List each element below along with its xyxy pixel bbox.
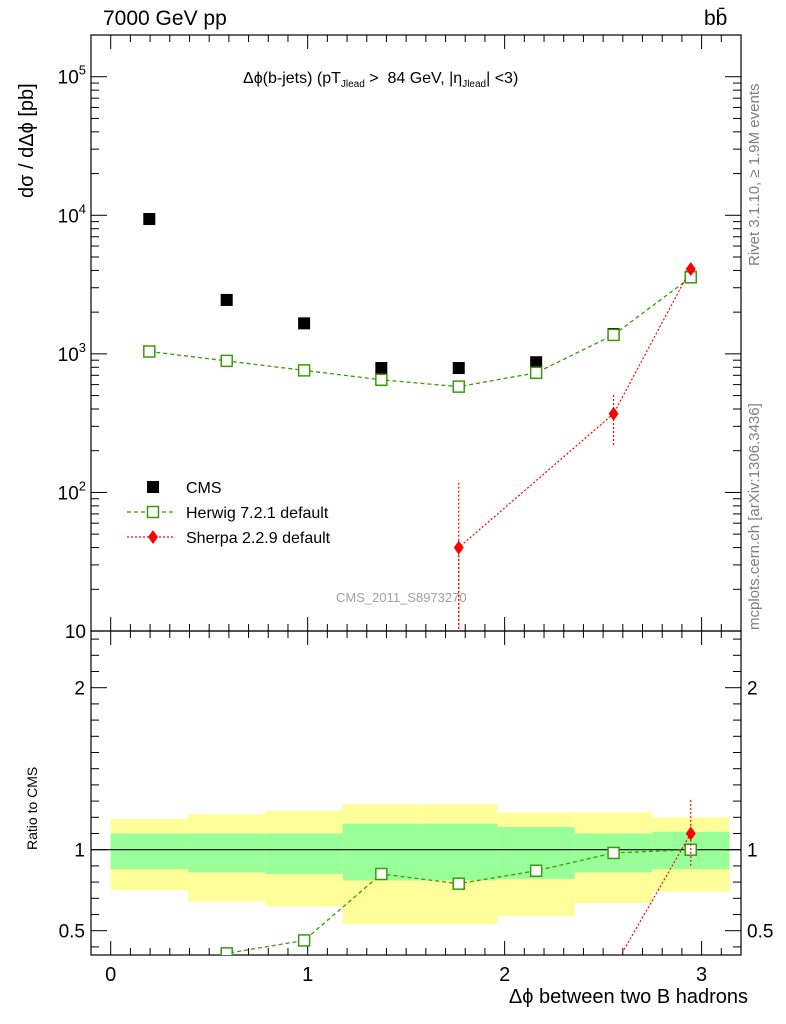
process-label: bb̄ bbox=[704, 7, 728, 30]
ratio-herwig-point bbox=[144, 988, 155, 999]
legend-cms-marker bbox=[147, 481, 159, 493]
ratio-herwig-point bbox=[529, 864, 543, 878]
ratio-y-tick-label-left: 2 bbox=[74, 679, 85, 700]
x-tick-label: 3 bbox=[696, 964, 707, 986]
ratio-y-tick-label-right: 2 bbox=[747, 679, 758, 700]
herwig-point bbox=[607, 328, 620, 342]
herwig-point bbox=[452, 380, 465, 393]
legend-herwig-marker bbox=[146, 505, 160, 519]
sherpa-line bbox=[458, 268, 692, 631]
ratio-herwig-point bbox=[375, 867, 388, 881]
ratio-band-inner bbox=[110, 833, 189, 870]
cms-data-point bbox=[375, 362, 388, 375]
ratio-panel-frame bbox=[90, 630, 742, 956]
main-y-tick-label: 102 bbox=[58, 478, 86, 504]
legend-sherpa-marker bbox=[148, 530, 158, 544]
herwig-point bbox=[297, 364, 311, 377]
x-tick-label: 2 bbox=[499, 964, 510, 986]
main-y-tick-label: 103 bbox=[58, 340, 86, 366]
axis-tick-labels: 0 1 2 3 10 102 103 104 105 0.5 0.5 1 1 2 2 bbox=[58, 63, 774, 986]
ratio-y-tick-label-right: 0.5 bbox=[747, 922, 773, 943]
x-axis-title: Δϕ between two B hadrons bbox=[508, 986, 748, 1008]
cms-data-point bbox=[452, 362, 465, 375]
cms-data-point bbox=[298, 317, 311, 330]
sherpa-point bbox=[453, 540, 464, 555]
legend-label: Herwig 7.2.1 default bbox=[186, 505, 329, 522]
x-tick-label: 1 bbox=[302, 964, 313, 986]
herwig-point bbox=[375, 373, 388, 387]
sherpa-point bbox=[685, 261, 696, 276]
sherpa-point bbox=[608, 406, 619, 421]
ratio-series-layer bbox=[144, 797, 698, 1011]
ratio-herwig-point bbox=[607, 846, 620, 860]
ratio-herwig-line bbox=[222, 849, 691, 955]
ratio-y-tick-label-right: 1 bbox=[747, 841, 758, 862]
main-y-tick-label: 105 bbox=[58, 63, 86, 89]
herwig-point bbox=[220, 354, 233, 368]
cms-data-point bbox=[143, 213, 156, 226]
cms-data-point bbox=[530, 356, 543, 369]
main-y-tick-label: 104 bbox=[58, 201, 86, 227]
axis-ticks bbox=[90, 34, 742, 955]
ratio-uncertainty-bands bbox=[91, 804, 741, 925]
main-y-tick-label: 10 bbox=[65, 622, 86, 643]
ratio-band-inner bbox=[188, 833, 266, 873]
ratio-y-tick-label-left: 1 bbox=[74, 841, 85, 862]
ratio-band-inner bbox=[420, 823, 498, 881]
herwig-point bbox=[529, 366, 543, 380]
herwig-point bbox=[143, 345, 156, 358]
legend: CMS Herwig 7.2.1 default Sherpa 2.2.9 defa… bbox=[127, 480, 331, 547]
ratio-herwig-point bbox=[220, 947, 233, 955]
ratio-herwig-point bbox=[452, 877, 465, 890]
ratio-band-inner bbox=[265, 833, 343, 874]
ratio-y-tick-label-left: 0.5 bbox=[59, 922, 85, 943]
main-series-layer bbox=[143, 213, 698, 631]
ratio-sherpa-point bbox=[685, 826, 696, 841]
energy-label: 7000 GeV pp bbox=[103, 7, 227, 30]
ratio-sherpa-point bbox=[454, 997, 464, 1011]
plot-title: Δϕ(b-jets) (pTJlead > 84 GeV, |ηJlead| <… bbox=[243, 70, 519, 91]
legend-label: CMS bbox=[186, 480, 222, 497]
ratio-sherpa-point bbox=[609, 961, 619, 975]
analysis-id-label: CMS_2011_S8973270 bbox=[336, 590, 467, 605]
cms-data-point bbox=[220, 293, 233, 306]
x-tick-label: 0 bbox=[105, 964, 116, 986]
legend-label: Sherpa 2.2.9 default bbox=[186, 530, 331, 547]
ratio-herwig-point bbox=[297, 934, 311, 947]
